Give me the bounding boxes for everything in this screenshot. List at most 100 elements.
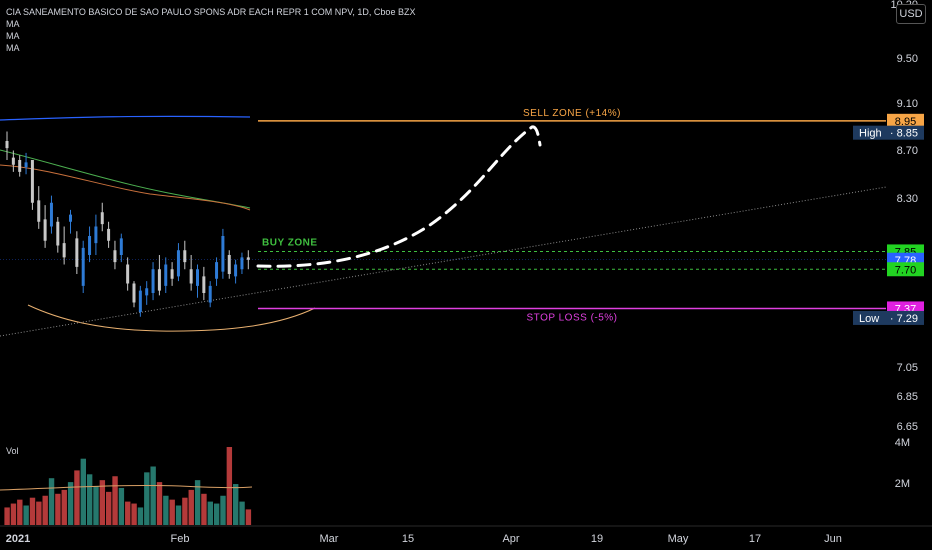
candle [75, 231, 79, 274]
candle-body [107, 228, 111, 241]
volume-bar [207, 501, 213, 525]
candle-body [132, 283, 136, 303]
sell-zone-label: SELL ZONE (+14%) [523, 108, 621, 119]
candle-body [62, 243, 66, 258]
candle [88, 226, 92, 263]
candle-body [215, 262, 219, 279]
candle-body [94, 226, 98, 244]
volume-bar [213, 503, 220, 525]
candle-body [196, 269, 199, 286]
trendline [0, 186, 887, 337]
buy-zone-label: BUY ZONE [262, 237, 318, 248]
volume-bar [48, 478, 55, 525]
volume-bar [42, 495, 48, 525]
volume-bar [220, 495, 226, 525]
candle-body [119, 238, 123, 255]
price-tick-label: 8.70 [897, 145, 918, 157]
candle [151, 262, 155, 301]
candle-body [240, 257, 244, 270]
candle [43, 205, 47, 248]
candle [221, 228, 225, 279]
volume-bars [0, 447, 253, 525]
candle [196, 264, 199, 298]
price-tick-label: 6.85 [897, 391, 918, 403]
candle [81, 240, 85, 293]
low-tag-box [853, 310, 924, 325]
time-tick-label: Feb [171, 533, 190, 545]
candle-body [69, 214, 72, 222]
candle [119, 233, 123, 263]
volume-bar [74, 470, 80, 525]
candle-body [170, 269, 174, 279]
candle-body [43, 219, 47, 241]
price-tag-buy: 7.70 [887, 262, 924, 277]
volume-bar [182, 497, 188, 525]
candle-body [37, 200, 41, 222]
candle [227, 250, 231, 279]
trade-zones: SELL ZONE (+14%) BUY ZONE STOP LOSS (-5%) [0, 108, 886, 323]
volume-bar [80, 458, 86, 525]
stop-loss-label: STOP LOSS (-5%) [526, 312, 617, 323]
candle-body [234, 264, 238, 277]
candle [49, 195, 53, 234]
candle-body [24, 162, 28, 168]
price-tag-sell: 8.95 [887, 113, 924, 128]
candle [69, 209, 72, 234]
volume-bar [106, 491, 112, 525]
candle [183, 240, 187, 270]
time-tick-label: 19 [591, 533, 603, 545]
high-tag-label: High [859, 128, 882, 140]
candle [5, 131, 9, 160]
time-tick-label: Jun [824, 533, 842, 545]
volume-bar [93, 486, 99, 525]
volume-tick-label: 2M [895, 478, 910, 490]
time-tick-label: Apr [502, 533, 519, 545]
currency-button[interactable]: USD [896, 4, 926, 24]
volume-bar [245, 509, 252, 525]
candle [145, 281, 149, 305]
candle [208, 281, 212, 308]
price-axis[interactable]: 10.209.509.108.708.307.907.056.856.654M2… [853, 0, 924, 490]
symbol-title[interactable]: CIA SANEAMENTO BASICO DE SAO PAULO SPONS… [6, 7, 416, 17]
indicator-ma-1[interactable]: MA [6, 19, 20, 29]
volume-label: Vol [6, 446, 19, 456]
price-tag-label: 8.95 [895, 116, 916, 128]
candle-body [221, 236, 225, 272]
volume-bar [188, 489, 194, 525]
projection-dashed-line [256, 125, 542, 268]
candle-body [246, 257, 250, 260]
candle-body [100, 212, 104, 225]
time-tick-label: 17 [749, 533, 761, 545]
candle [62, 226, 66, 265]
volume-bar [125, 501, 131, 525]
indicator-ma-2[interactable]: MA [6, 31, 20, 41]
moving-averages [0, 115, 316, 332]
candle [30, 160, 34, 210]
ma-line-long [27, 304, 316, 332]
volume-bar [194, 480, 201, 525]
candle [215, 257, 219, 286]
price-tag-label: 7.70 [895, 264, 916, 276]
volume-bar [112, 476, 118, 525]
candle-body [5, 141, 9, 149]
volume-bar [156, 482, 163, 525]
volume-bar [201, 493, 207, 525]
candle-body [208, 285, 212, 303]
candle [11, 150, 15, 172]
candle-body [113, 250, 117, 263]
candle [138, 285, 142, 317]
price-tick-label: 9.50 [897, 53, 918, 65]
chart-header: CIA SANEAMENTO BASICO DE SAO PAULO SPONS… [6, 6, 415, 54]
candle [37, 186, 41, 229]
ma-line-blue [0, 115, 251, 121]
candle [113, 240, 117, 270]
volume-bar [144, 472, 150, 525]
volume-bar [118, 487, 125, 525]
candle-body [157, 269, 161, 291]
indicator-ma-3[interactable]: MA [6, 43, 20, 53]
time-axis[interactable]: 2021 Feb Mar 15 Apr 19 May 17 Jun [0, 525, 932, 545]
candle-body [11, 157, 15, 165]
volume-bar [67, 482, 74, 525]
candle [170, 262, 174, 286]
